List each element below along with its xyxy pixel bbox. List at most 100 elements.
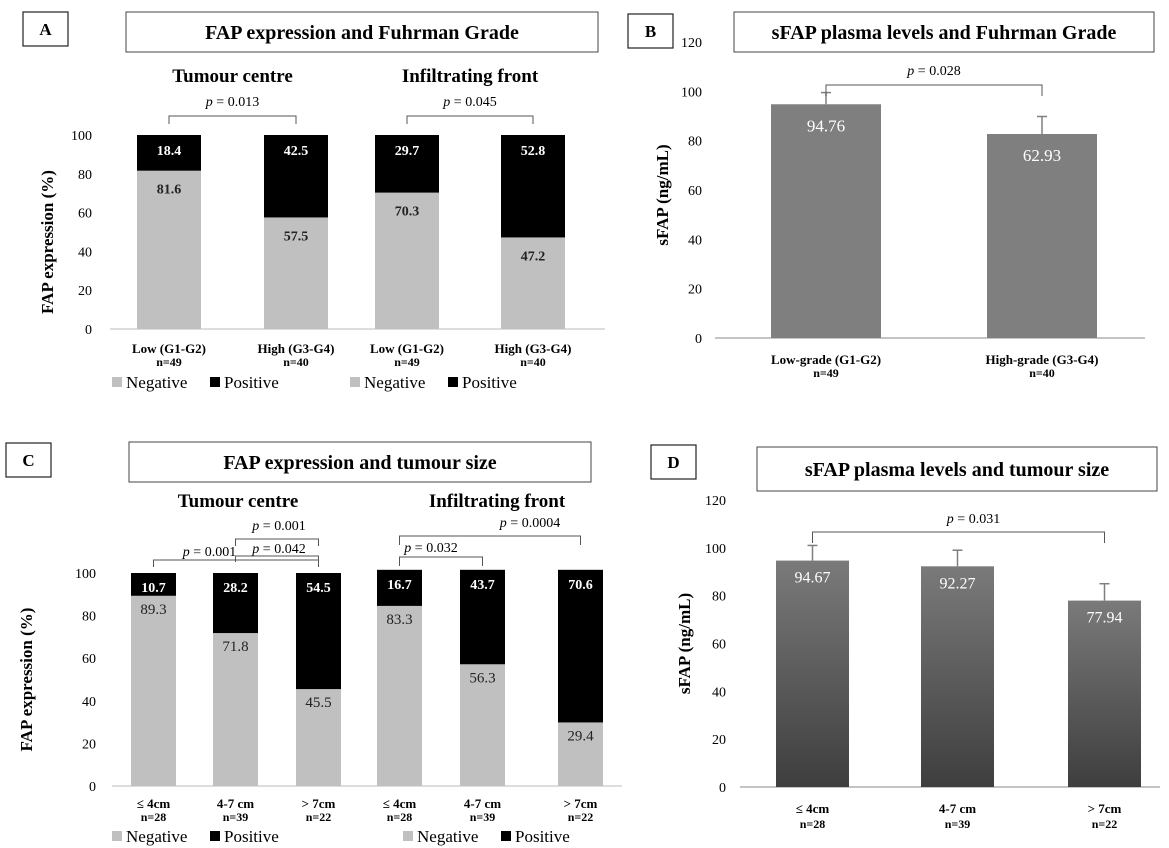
panel-a-y-tick-label: 0 [85, 323, 92, 338]
panel-b-title: sFAP plasma levels and Fuhrman Grade [772, 22, 1117, 44]
panel-a-title: FAP expression and Fuhrman Grade [205, 22, 519, 44]
panel-b-bar [987, 134, 1097, 338]
panel-c-group-label: Tumour centre [178, 491, 299, 512]
panel-a-value-negative: 47.2 [521, 249, 546, 264]
panel-a-value-positive: 18.4 [157, 144, 182, 159]
panel-c-xtick-label: 4-7 cm [464, 796, 501, 811]
panel-a-xtick-n: n=40 [520, 355, 546, 369]
panel-c-pvalue: p = 0.001 [182, 545, 236, 560]
panel-b-y-tick-label: 60 [688, 184, 702, 199]
panel-a-bar-negative [264, 217, 328, 329]
panel-c-bar-positive [131, 573, 176, 596]
panel-c-xtick-n: n=22 [306, 810, 332, 824]
panel-c-legend-2-negative-label: Negative [417, 827, 478, 846]
panel-a-legend-2-negative-swatch [350, 377, 360, 387]
panel-c-pvalue-bracket [399, 556, 483, 566]
panel-b-label: B [645, 22, 656, 41]
panel-c-xtick-n: n=39 [470, 810, 496, 824]
panel-c-ylabel: FAP expression (%) [17, 608, 36, 752]
panel-c-pvalue: p = 0.032 [403, 541, 457, 556]
panel-c-xtick-label: ≤ 4cm [137, 796, 171, 811]
panel-c-label: C [22, 451, 34, 470]
panel-a-value-negative: 57.5 [284, 229, 309, 244]
panel-a-pvalue: p = 0.045 [442, 95, 496, 110]
panel-a-legend-negative-swatch [112, 377, 122, 387]
panel-c-xtick-label: > 7cm [302, 796, 336, 811]
panel-c-value-negative: 29.4 [567, 728, 594, 744]
panel-c-legend-negative-swatch [112, 831, 122, 841]
panel-a-xtick-label: Low (G1-G2) [370, 341, 444, 356]
panel-d-y-tick-label: 100 [705, 542, 726, 557]
panel-c-title: FAP expression and tumour size [223, 452, 496, 474]
panel-c-xtick-n: n=39 [223, 810, 249, 824]
panel-a-value-positive: 52.8 [521, 144, 546, 159]
panel-a-y-tick-label: 40 [78, 245, 92, 260]
panel-d-label-box [650, 444, 697, 480]
panel-c-y-tick-label: 0 [89, 780, 96, 795]
panel-d-y-tick-label: 40 [712, 685, 726, 700]
panel-d-value-label: 94.67 [795, 570, 831, 587]
panel-c-bar-negative [377, 605, 422, 786]
panel-c-xtick-n: n=28 [141, 810, 167, 824]
panel-a-label: A [39, 20, 52, 39]
panel-c-value-positive: 54.5 [306, 581, 331, 596]
panel-b-y-tick-label: 0 [695, 332, 702, 347]
panel-c-value-positive: 10.7 [141, 581, 166, 596]
panel-c-y-tick-label: 40 [82, 695, 96, 710]
panel-a-group-label: Infiltrating front [402, 66, 539, 87]
panel-c-bar-negative [460, 664, 505, 786]
panel-c-y-tick-label: 80 [82, 610, 96, 625]
panel-c-bar-negative [213, 633, 258, 786]
panel-d-title-box [756, 446, 1158, 492]
panel-a-group-label: Tumour centre [172, 66, 293, 87]
panel-c-pvalue: p = 0.001 [251, 519, 305, 534]
panel-d-bar [776, 560, 849, 787]
panel-c-value-positive: 28.2 [223, 581, 248, 596]
panel-a-legend-2-positive-label: Positive [462, 373, 517, 392]
panel-a-y-tick-label: 80 [78, 168, 92, 183]
panel-a-y-tick-label: 60 [78, 207, 92, 222]
panel-c-value-positive: 16.7 [387, 578, 412, 593]
panel-d-y-tick-label: 120 [705, 494, 726, 509]
panel-d-xtick-label: ≤ 4cm [796, 801, 830, 816]
panel-a-bar-negative [375, 192, 439, 329]
panel-a-xtick-n: n=49 [156, 355, 182, 369]
panel-c-bar-positive [213, 573, 258, 634]
panel-b-bar [771, 104, 881, 338]
panel-b-y-tick-label: 100 [681, 85, 702, 100]
panel-c-xtick-n: n=22 [568, 810, 594, 824]
panel-c-value-positive: 43.7 [470, 578, 495, 593]
panel-c-value-negative: 83.3 [386, 612, 412, 628]
panel-a-bar-positive [137, 135, 201, 171]
panel-a-bar-positive [375, 135, 439, 193]
panel-c-value-negative: 71.8 [222, 639, 248, 655]
panel-d-xtick-n: n=39 [945, 817, 971, 831]
panel-c-bar-positive [558, 569, 603, 723]
panel-b-xtick-n: n=40 [1029, 366, 1055, 380]
panel-a-pvalue-bracket [406, 115, 534, 124]
panel-a-label-box [22, 11, 69, 47]
panel-a-title-box [125, 11, 599, 53]
panel-d-title: sFAP plasma levels and tumour size [805, 459, 1109, 481]
panel-b-xtick-label: High-grade (G3-G4) [985, 352, 1098, 367]
panel-c-pvalue-bracket [235, 538, 319, 546]
panel-a-legend-2-positive-swatch [448, 377, 458, 387]
panel-c-value-negative: 56.3 [469, 670, 495, 686]
panel-c-group-label: Infiltrating front [429, 491, 566, 512]
panel-d-xtick-label: 4-7 cm [939, 801, 976, 816]
panel-d-value-label: 77.94 [1087, 610, 1123, 627]
panel-d-pvalue: p = 0.031 [946, 512, 1000, 527]
panel-c-xtick-n: n=28 [387, 810, 413, 824]
panel-b-y-tick-label: 20 [688, 283, 702, 298]
panel-c-y-tick-label: 20 [82, 737, 96, 752]
panel-c-xtick-label: > 7cm [564, 796, 598, 811]
panel-a-bar-negative [501, 237, 565, 329]
panel-a-value-negative: 81.6 [157, 183, 182, 198]
panel-d-y-tick-label: 80 [712, 590, 726, 605]
panel-a-legend-negative-label: Negative [126, 373, 187, 392]
panel-a-xtick-label: High (G3-G4) [495, 341, 572, 356]
panel-d-value-label: 92.27 [940, 575, 976, 592]
panel-d-y-tick-label: 20 [712, 733, 726, 748]
panel-c-xtick-label: ≤ 4cm [383, 796, 417, 811]
panel-b-value-label: 62.93 [1023, 146, 1061, 165]
